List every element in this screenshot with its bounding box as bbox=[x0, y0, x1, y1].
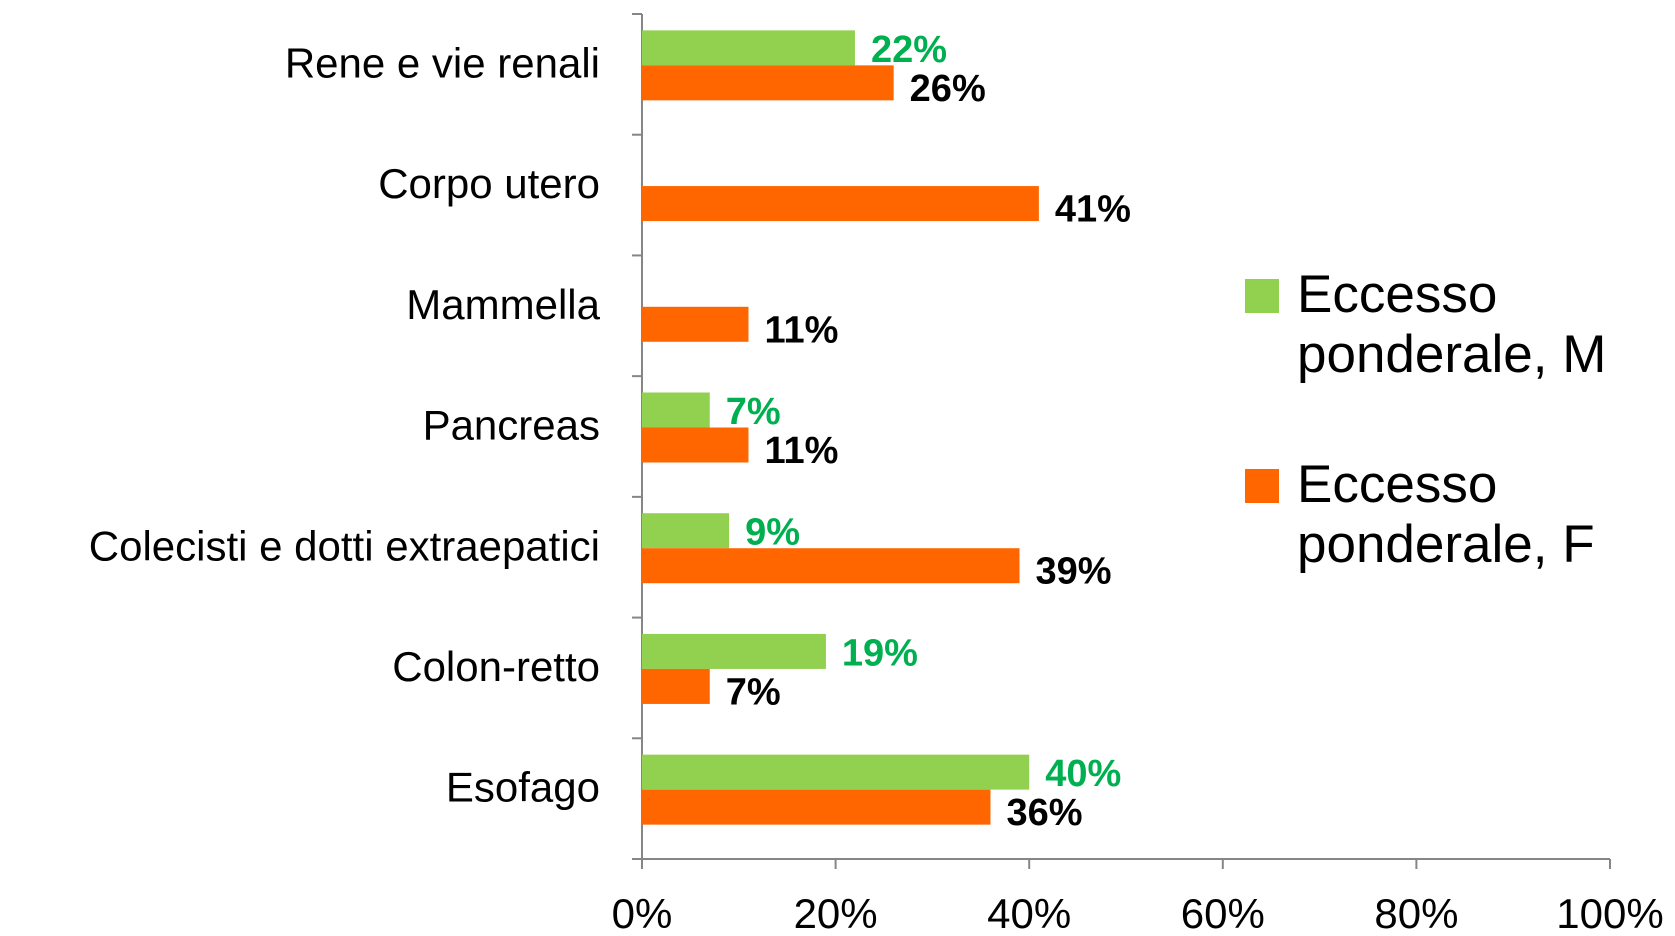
y-tick-label: Colecisti e dotti extraepatici bbox=[89, 522, 600, 569]
bar bbox=[642, 548, 1020, 584]
data-label: 36% bbox=[1006, 792, 1082, 834]
data-label: 19% bbox=[842, 632, 918, 674]
legend-item: Eccesso ponderale, M bbox=[1245, 265, 1675, 385]
bar bbox=[642, 754, 1030, 790]
data-label: 39% bbox=[1036, 551, 1112, 593]
bar bbox=[642, 427, 749, 463]
bar bbox=[642, 186, 1039, 222]
bar bbox=[642, 789, 991, 825]
x-tick-label: 80% bbox=[1374, 890, 1458, 936]
y-tick-label: Rene e vie renali bbox=[285, 39, 600, 86]
y-tick-label: Corpo utero bbox=[378, 160, 600, 207]
data-label: 26% bbox=[910, 68, 986, 110]
legend-swatch bbox=[1245, 469, 1279, 503]
bar bbox=[642, 392, 710, 428]
y-tick-label: Pancreas bbox=[423, 402, 600, 449]
bar bbox=[642, 306, 749, 342]
data-label: 40% bbox=[1045, 753, 1121, 795]
legend-label: Eccesso ponderale, F bbox=[1297, 455, 1595, 574]
data-label: 11% bbox=[764, 430, 838, 472]
data-label: 7% bbox=[726, 391, 781, 433]
bar bbox=[642, 633, 826, 669]
bar bbox=[642, 65, 894, 101]
legend-item: Eccesso ponderale, F bbox=[1245, 455, 1675, 575]
bar bbox=[642, 668, 710, 704]
x-tick-label: 0% bbox=[612, 890, 673, 936]
x-tick-label: 20% bbox=[794, 890, 878, 936]
x-tick-label: 60% bbox=[1181, 890, 1265, 936]
data-label: 22% bbox=[871, 29, 947, 71]
legend-swatch bbox=[1245, 279, 1279, 313]
data-label: 11% bbox=[764, 309, 838, 351]
data-label: 41% bbox=[1055, 189, 1131, 231]
y-tick-label: Colon-retto bbox=[392, 643, 600, 690]
bar bbox=[642, 30, 855, 66]
y-tick-label: Esofago bbox=[446, 764, 600, 811]
data-label: 7% bbox=[726, 671, 781, 713]
x-tick-label: 40% bbox=[987, 890, 1071, 936]
legend-label: Eccesso ponderale, M bbox=[1297, 265, 1607, 384]
data-label: 9% bbox=[745, 512, 800, 554]
y-tick-label: Mammella bbox=[406, 281, 600, 328]
x-tick-label: 100% bbox=[1556, 890, 1663, 936]
bar bbox=[642, 513, 730, 549]
